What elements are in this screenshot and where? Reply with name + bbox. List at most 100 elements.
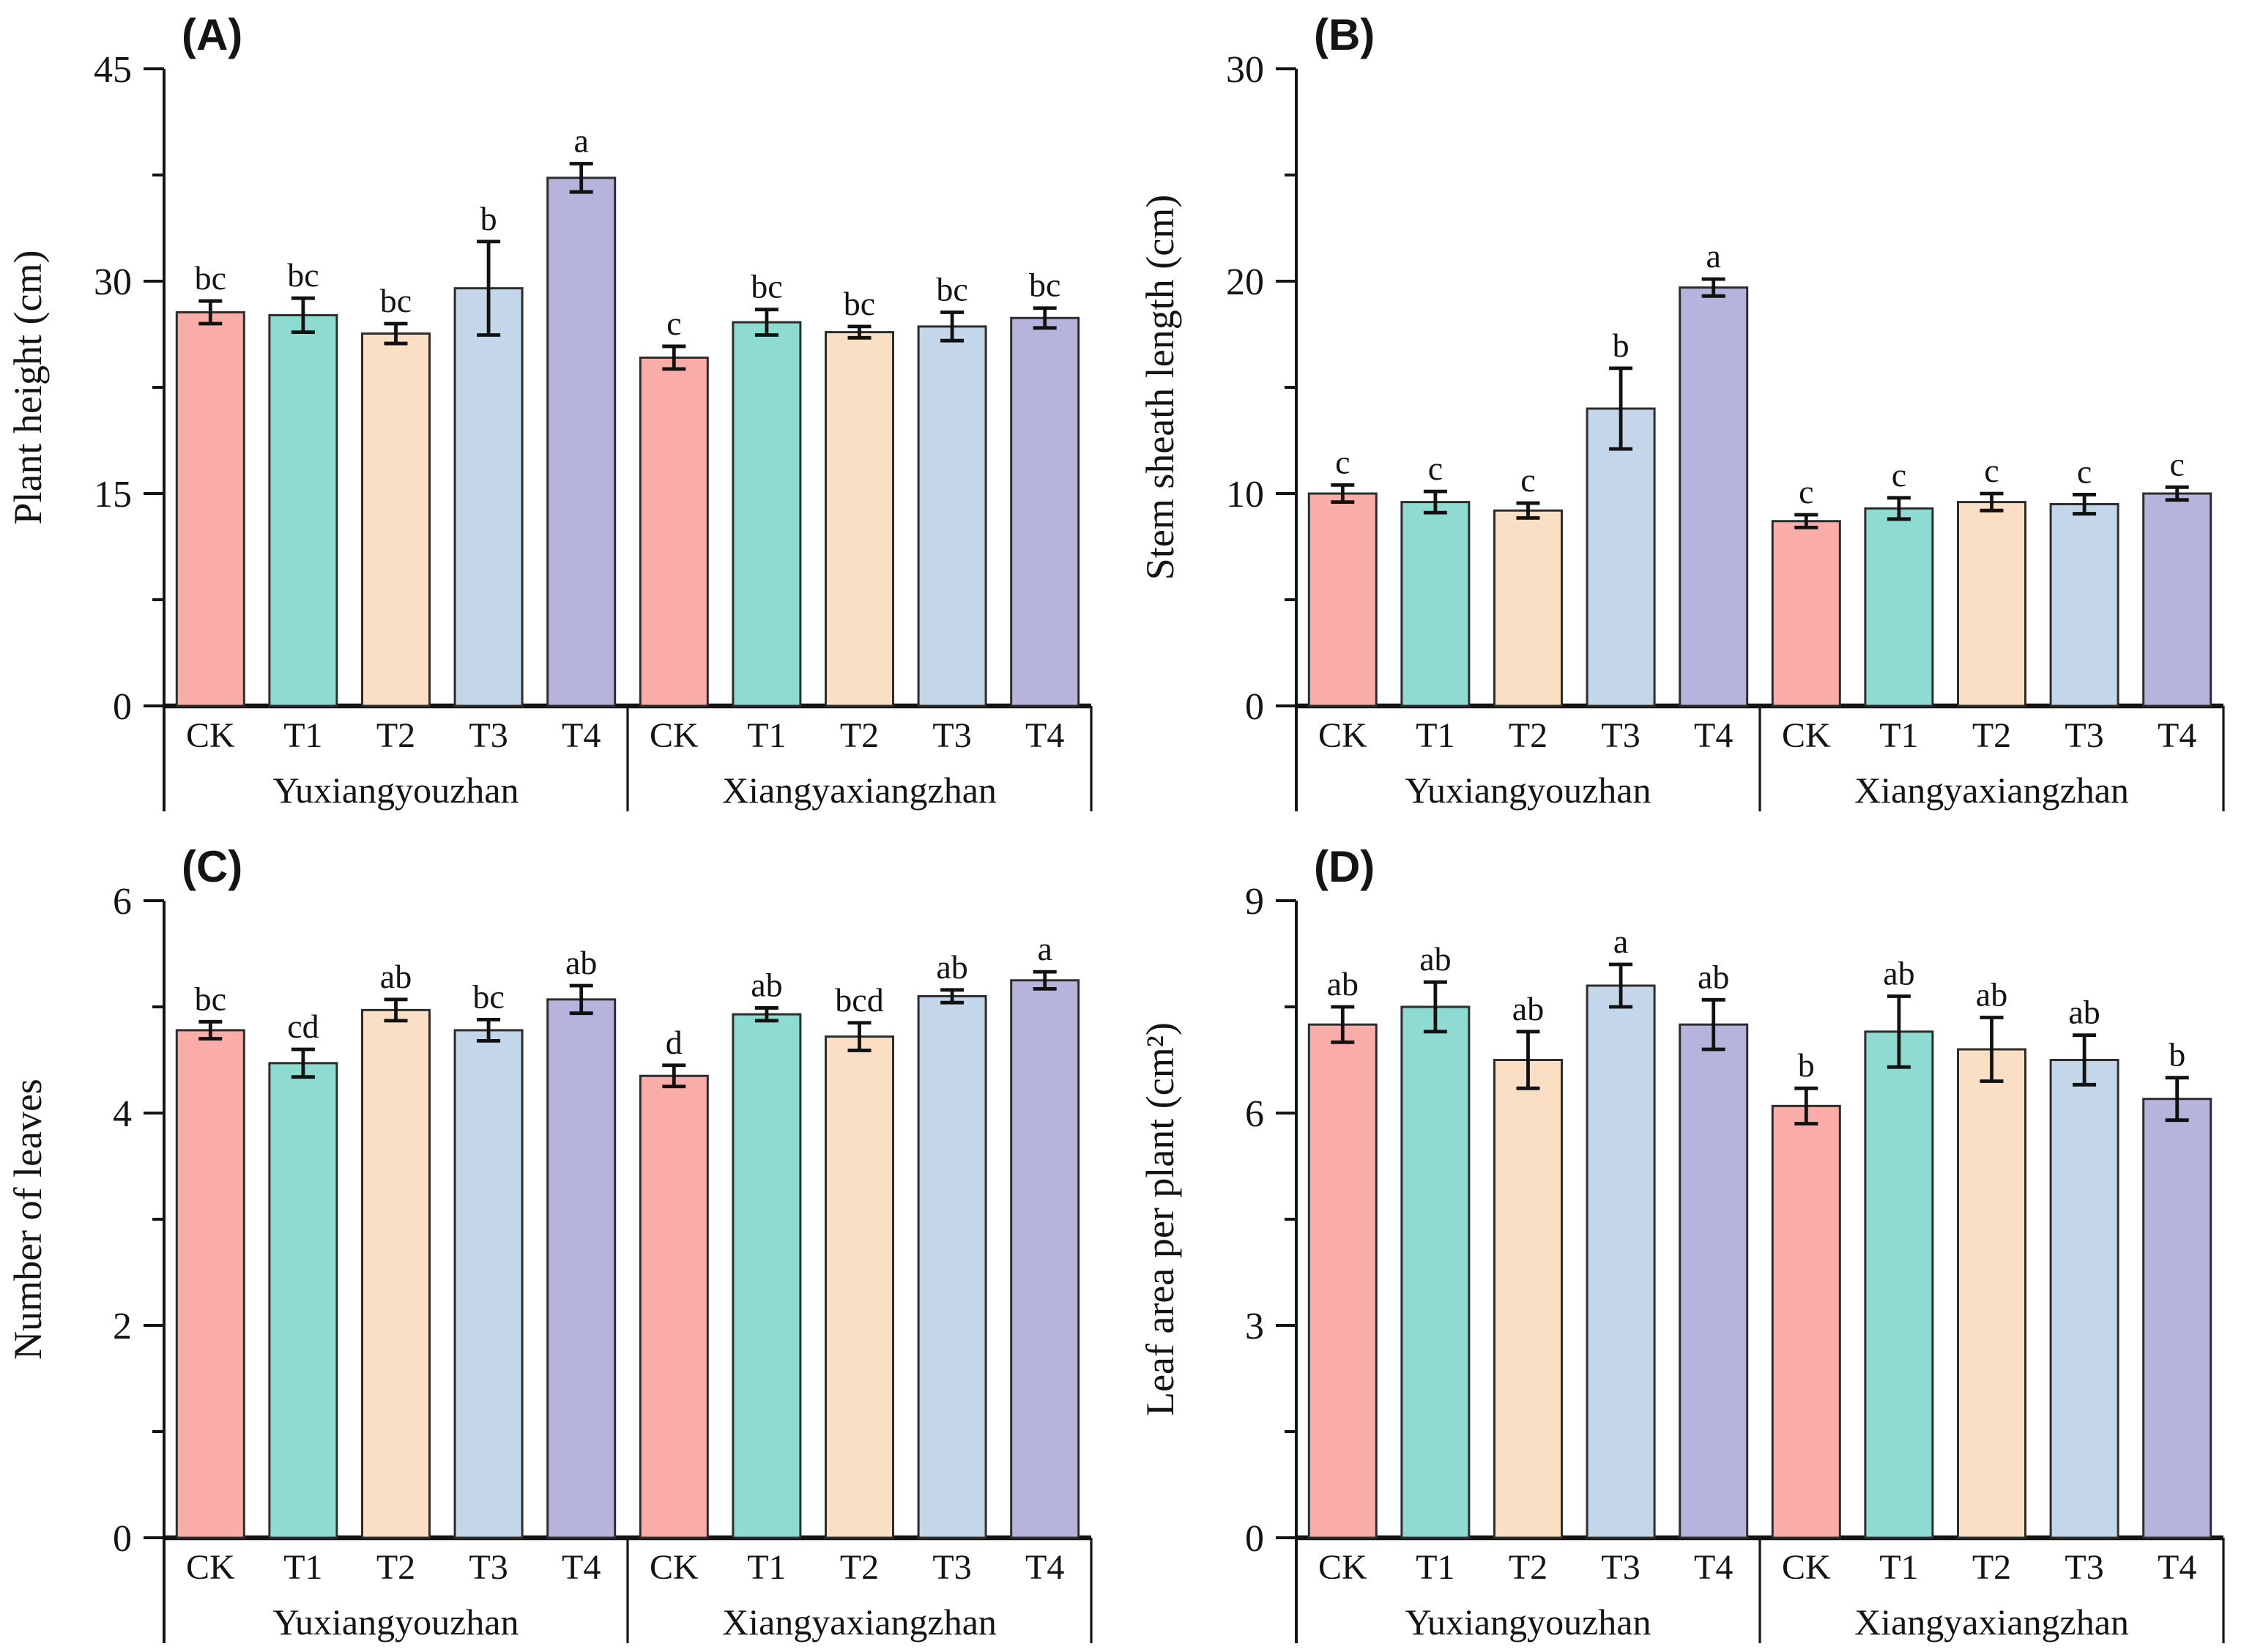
y-tick-label: 6: [113, 881, 132, 923]
sig-letter: ab: [1327, 965, 1359, 1002]
sig-letter: a: [1037, 930, 1052, 967]
y-tick-label: 20: [1226, 261, 1264, 303]
bar-xiangyaxiangzhan-t4: [1010, 979, 1080, 1539]
sig-letter: b: [1798, 1046, 1815, 1084]
category-label: T2: [840, 1548, 879, 1587]
bar-yuxiangyouzhan-t1: [1400, 1005, 1471, 1539]
category-label: T3: [469, 1548, 508, 1587]
bar-xiangyaxiangzhan-ck: [639, 356, 709, 707]
bar-yuxiangyouzhan-t1: [268, 313, 338, 707]
category-label: T1: [283, 1548, 322, 1587]
group-label: Yuxiangyouzhan: [272, 770, 519, 811]
bar-xiangyaxiangzhan-t2: [1957, 1048, 2026, 1539]
category-label: T1: [747, 716, 786, 755]
sig-letter: c: [2169, 445, 2184, 483]
sig-letter: ab: [1698, 958, 1729, 995]
group-label: Xiangyaxiangzhan: [722, 770, 997, 811]
y-tick-label: 9: [1245, 881, 1264, 923]
y-tick-label: 30: [1226, 49, 1264, 91]
bar-xiangyaxiangzhan-t3: [2049, 503, 2119, 707]
sig-letter: ab: [1883, 955, 1914, 992]
bar-yuxiangyouzhan-t2: [1493, 509, 1563, 707]
sig-letter: bc: [751, 268, 782, 305]
category-label: T4: [1025, 716, 1064, 755]
y-tick-label: 2: [113, 1306, 132, 1347]
sig-letter: bc: [287, 256, 319, 294]
sig-letter: bc: [844, 285, 875, 322]
sig-letter: c: [1799, 473, 1813, 510]
category-label: T2: [1972, 1548, 2011, 1587]
bar-xiangyaxiangzhan-ck: [1771, 1104, 1841, 1539]
sig-letter: b: [480, 200, 497, 237]
bar-xiangyaxiangzhan-t2: [825, 331, 894, 707]
category-label: T3: [469, 716, 508, 755]
panel-label: (A): [182, 10, 242, 59]
group-label: Yuxiangyouzhan: [272, 1601, 519, 1642]
bar-xiangyaxiangzhan-t4: [2142, 1098, 2212, 1539]
bar-xiangyaxiangzhan-ck: [639, 1074, 709, 1539]
bar-yuxiangyouzhan-ck: [175, 1029, 245, 1539]
bar-xiangyaxiangzhan-t1: [732, 1013, 802, 1539]
sig-letter: bcd: [835, 981, 883, 1019]
category-label: T2: [1972, 716, 2011, 755]
y-tick-label: 0: [1245, 686, 1264, 728]
category-label: T1: [1416, 1548, 1454, 1587]
category-label: T1: [1879, 716, 1918, 755]
sig-letter: ab: [1419, 940, 1451, 978]
category-label: T4: [1694, 716, 1733, 755]
bar-xiangyaxiangzhan-t4: [1010, 316, 1080, 707]
bar-yuxiangyouzhan-t2: [361, 332, 431, 707]
panel-c-chart: (C) 0 2 4 6 Number of leaves bc CK cd T1 ab T2 bc T3 a…: [6, 842, 1093, 1643]
sig-letter: ab: [936, 948, 967, 986]
bar-yuxiangyouzhan-t3: [1586, 984, 1656, 1539]
group-label: Xiangyaxiangzhan: [1854, 1601, 2129, 1642]
group-label: Yuxiangyouzhan: [1405, 770, 1651, 811]
category-label: CK: [186, 1548, 235, 1587]
bar-xiangyaxiangzhan-t1: [1864, 507, 1934, 707]
category-label: T1: [747, 1548, 786, 1587]
bar-xiangyaxiangzhan-t3: [2049, 1059, 2119, 1539]
group-label: Xiangyaxiangzhan: [722, 1601, 997, 1642]
y-axis-title: Plant height (cm): [6, 250, 50, 525]
bar-yuxiangyouzhan-t4: [1679, 286, 1749, 707]
bar-xiangyaxiangzhan-t3: [917, 995, 987, 1539]
sig-letter: c: [1428, 450, 1443, 487]
y-tick-label: 0: [1245, 1518, 1264, 1560]
category-label: CK: [1782, 716, 1831, 755]
category-label: T3: [1601, 716, 1640, 755]
panel-label: (D): [1314, 842, 1375, 891]
category-label: CK: [186, 716, 235, 755]
category-label: T3: [2065, 716, 2103, 755]
bar-yuxiangyouzhan-t3: [453, 1029, 524, 1539]
category-label: T2: [840, 716, 879, 755]
category-label: T4: [2158, 1548, 2196, 1587]
group-label: Xiangyaxiangzhan: [1854, 770, 2129, 811]
bar-xiangyaxiangzhan-t3: [917, 325, 987, 707]
category-label: CK: [650, 716, 699, 755]
category-label: T3: [932, 716, 971, 755]
bar-xiangyaxiangzhan-t2: [825, 1035, 894, 1539]
category-label: T1: [1879, 1548, 1918, 1587]
bar-yuxiangyouzhan-ck: [175, 311, 245, 707]
bar-xiangyaxiangzhan-t1: [732, 321, 802, 707]
sig-letter: c: [2077, 453, 2092, 490]
sig-letter: bc: [1029, 267, 1060, 304]
sig-letter: cd: [287, 1008, 319, 1045]
y-tick-label: 6: [1245, 1093, 1264, 1135]
y-tick-label: 45: [94, 49, 132, 91]
bar-yuxiangyouzhan-t2: [361, 1008, 431, 1539]
sig-letter: a: [573, 122, 588, 160]
sig-letter: bc: [195, 980, 226, 1017]
sig-letter: c: [1335, 443, 1350, 480]
y-tick-label: 3: [1245, 1306, 1264, 1347]
bar-yuxiangyouzhan-t4: [546, 998, 617, 1539]
panel-label: (C): [182, 842, 242, 891]
bar-xiangyaxiangzhan-t4: [2142, 492, 2212, 707]
sig-letter: ab: [2068, 994, 2100, 1031]
category-label: CK: [650, 1548, 699, 1587]
sig-letter: bc: [936, 271, 967, 308]
y-tick-label: 0: [113, 1518, 132, 1560]
